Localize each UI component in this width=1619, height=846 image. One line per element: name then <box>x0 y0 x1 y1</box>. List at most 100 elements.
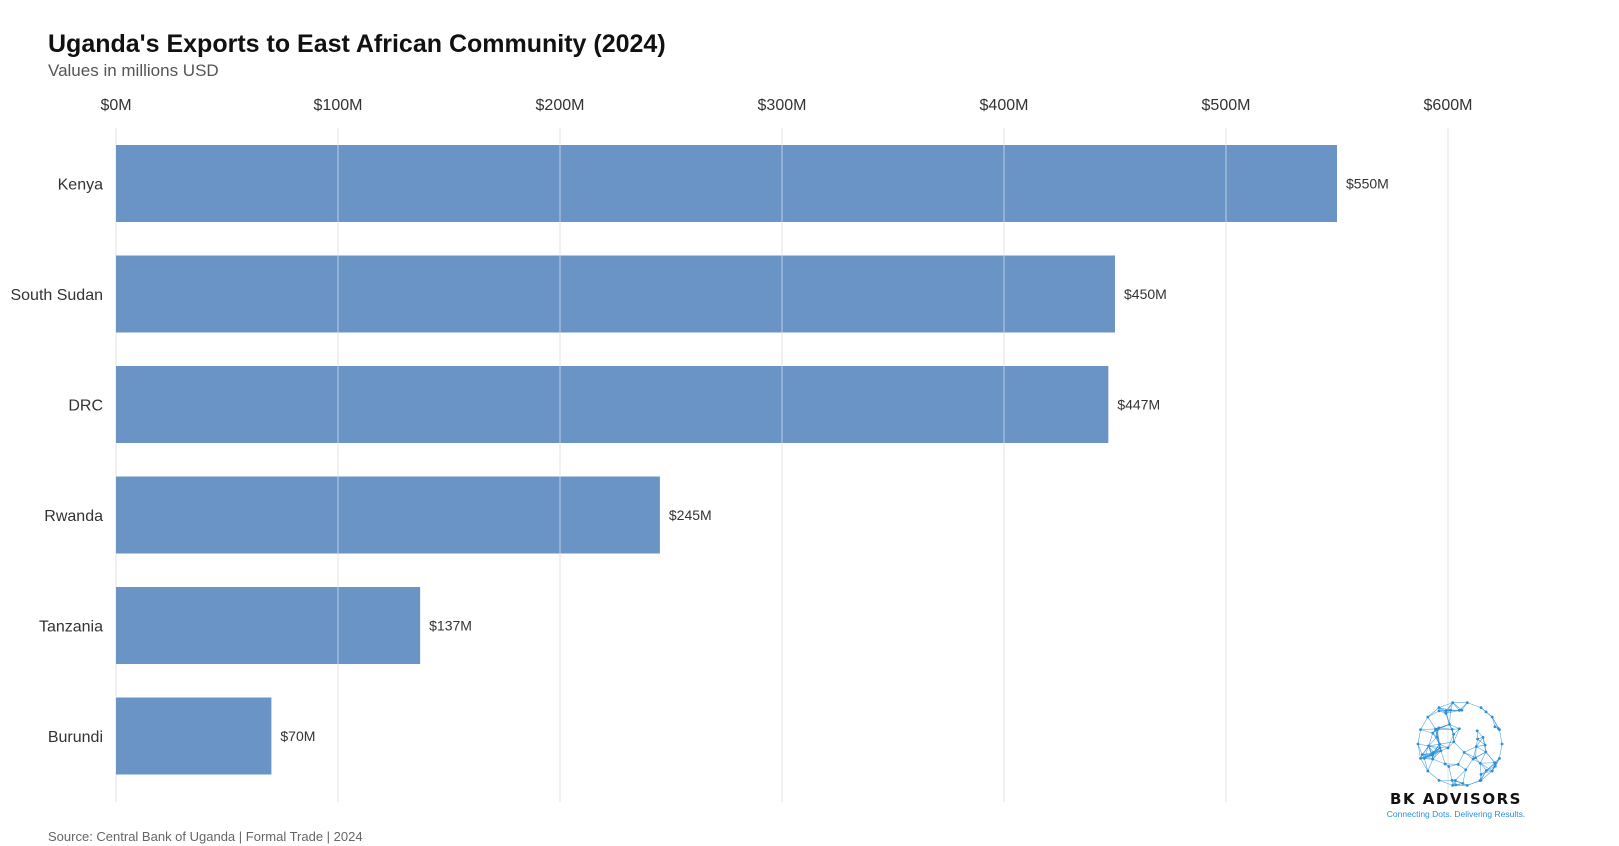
network-node <box>1494 761 1497 765</box>
category-label: Kenya <box>58 177 103 194</box>
network-node <box>1485 769 1488 772</box>
category-label: DRC <box>68 398 103 415</box>
network-node <box>1460 708 1464 712</box>
network-link <box>1417 743 1423 755</box>
network-link <box>1476 730 1484 738</box>
network-node <box>1432 751 1435 754</box>
network-link <box>1453 741 1465 753</box>
network-node <box>1444 709 1448 713</box>
value-label: $137M <box>429 618 472 634</box>
x-tick-label: $400M <box>980 97 1029 114</box>
bar <box>116 366 1109 443</box>
network-link <box>1464 746 1477 753</box>
network-link <box>1467 780 1482 786</box>
network-link <box>1440 750 1446 765</box>
network-node <box>1456 762 1460 766</box>
network-link <box>1491 716 1496 727</box>
network-link <box>1448 764 1459 767</box>
network-link <box>1420 716 1429 730</box>
network-node <box>1484 710 1488 714</box>
x-axis-ticks: $0M $100M $200M $300M $400M $500M $600M <box>100 97 1472 114</box>
network-node <box>1451 701 1455 705</box>
network-link <box>1464 752 1474 760</box>
network-node <box>1500 742 1504 746</box>
network-link <box>1455 769 1466 781</box>
network-node <box>1426 715 1430 719</box>
network-link <box>1424 758 1429 772</box>
network-node <box>1426 769 1430 773</box>
category-labels: Kenya South Sudan DRC Rwanda Tanzania Burundi <box>10 177 103 747</box>
network-node <box>1452 740 1456 744</box>
network-link <box>1439 741 1454 745</box>
network-link <box>1480 751 1487 764</box>
network-node <box>1450 778 1454 782</box>
network-node <box>1465 701 1469 705</box>
bar <box>116 587 421 664</box>
network-link <box>1427 770 1440 781</box>
x-tick-label: $200M <box>536 97 585 114</box>
network-node <box>1453 779 1457 782</box>
network-node <box>1438 742 1442 746</box>
network-node <box>1446 746 1450 750</box>
network-node <box>1493 764 1497 768</box>
network-node <box>1450 727 1454 731</box>
network-link <box>1427 707 1440 718</box>
network-link <box>1432 750 1442 756</box>
network-node <box>1498 728 1501 732</box>
bar <box>116 255 1115 333</box>
network-link <box>1480 762 1495 764</box>
network-node <box>1444 711 1448 715</box>
network-link <box>1449 724 1460 730</box>
network-link <box>1453 728 1460 742</box>
network-link <box>1438 707 1451 711</box>
network-link <box>1427 710 1440 718</box>
network-globe-icon <box>1416 701 1504 787</box>
network-node <box>1490 715 1494 719</box>
network-node <box>1458 708 1461 712</box>
network-link <box>1445 710 1460 714</box>
network-link <box>1427 759 1434 772</box>
network-link <box>1455 780 1468 786</box>
network-node <box>1419 756 1422 760</box>
network-node <box>1431 757 1435 761</box>
network-node <box>1447 765 1451 768</box>
network-link <box>1476 744 1486 747</box>
network-link <box>1420 729 1433 734</box>
network-node <box>1449 708 1453 712</box>
network-node <box>1479 778 1483 782</box>
value-labels: $550M $450M $447M $245M $137M $70M <box>280 176 1388 745</box>
network-link <box>1480 770 1493 781</box>
network-link <box>1475 746 1477 758</box>
network-node <box>1422 757 1426 760</box>
network-link <box>1452 702 1460 711</box>
network-node <box>1474 745 1478 748</box>
network-link <box>1480 770 1487 781</box>
network-node <box>1452 732 1456 736</box>
network-link <box>1428 733 1434 746</box>
network-node <box>1420 753 1424 757</box>
chart-title: Uganda's Exports to East African Communi… <box>48 30 666 58</box>
network-link <box>1438 727 1453 730</box>
network-node <box>1437 709 1441 713</box>
network-link <box>1428 736 1438 747</box>
gridlines <box>115 128 1449 802</box>
network-node <box>1439 749 1443 753</box>
logo-name: BK ADVISORS <box>1390 790 1522 808</box>
network-node <box>1431 731 1435 735</box>
network-link <box>1420 728 1436 730</box>
network-link <box>1499 743 1503 759</box>
network-link <box>1486 765 1496 771</box>
network-node <box>1478 761 1482 765</box>
source-note: Source: Central Bank of Uganda | Formal … <box>48 829 363 844</box>
network-node <box>1416 742 1420 746</box>
network-link <box>1459 702 1468 711</box>
network-link <box>1438 780 1453 786</box>
network-link <box>1465 758 1474 770</box>
network-node <box>1457 727 1461 731</box>
x-tick-label: $100M <box>314 97 363 114</box>
network-node <box>1479 772 1483 776</box>
network-node <box>1438 746 1442 750</box>
value-label: $447M <box>1117 397 1160 413</box>
network-link <box>1417 743 1429 747</box>
